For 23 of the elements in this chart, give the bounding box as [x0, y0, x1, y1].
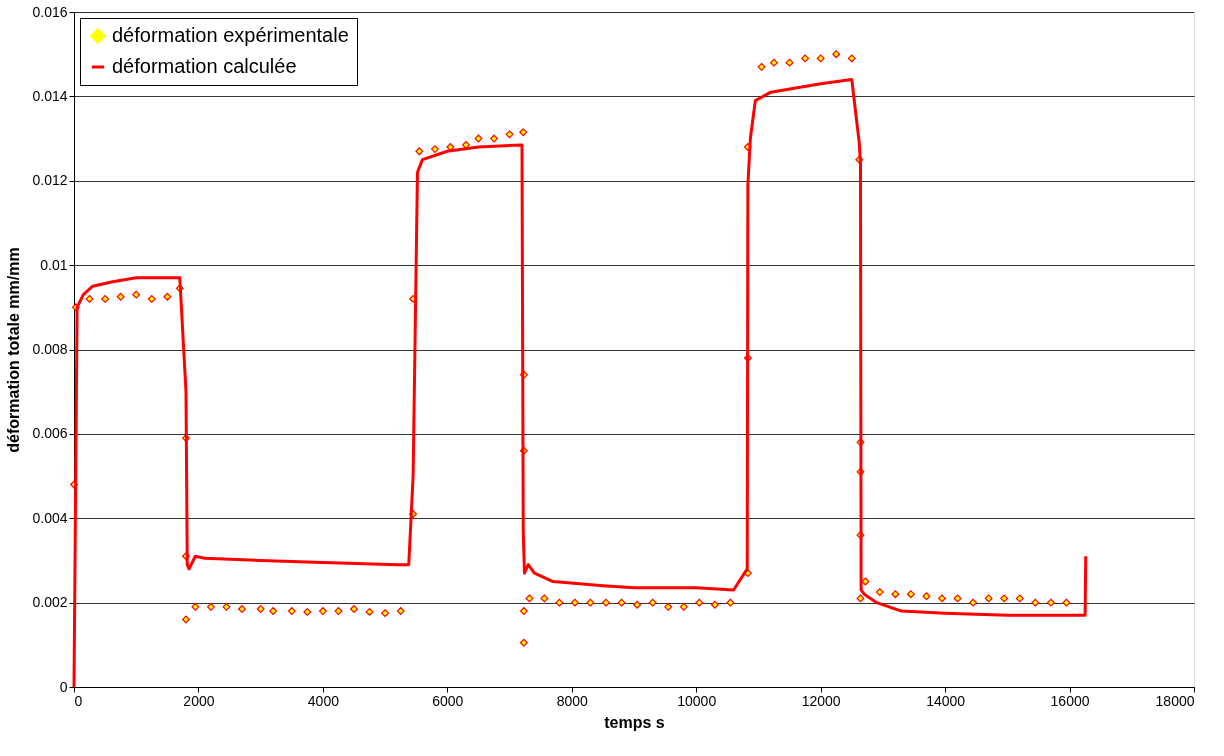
y-tick-label: 0.016 [32, 3, 68, 20]
y-tick-label: 0.006 [32, 425, 68, 442]
y-tick-label: 0.01 [40, 256, 68, 273]
legend-label: déformation expérimentale [112, 24, 349, 46]
y-tick-label: 0.008 [32, 341, 68, 357]
x-tick-label: 14000 [926, 692, 966, 709]
x-tick-label: 2000 [183, 692, 215, 709]
x-tick-label: 6000 [432, 692, 464, 709]
y-tick-label: 0.002 [32, 594, 68, 611]
y-axis-title: déformation totale mm/mm [5, 247, 23, 453]
x-tick-label: 16000 [1050, 692, 1090, 709]
y-tick-label: 0.004 [32, 509, 68, 526]
legend-label: déformation calculée [112, 55, 297, 77]
y-tick-label: 0 [59, 678, 68, 695]
y-tick-label: 0.012 [32, 172, 68, 189]
x-axis-title: temps s [604, 713, 665, 731]
x-tick-label: 8000 [556, 692, 589, 709]
x-tick-label: 0 [74, 692, 83, 709]
x-tick-label: 10000 [677, 692, 717, 709]
x-tick-label: 12000 [801, 692, 841, 709]
x-tick-label: 18000 [1155, 692, 1195, 709]
y-tick-label: 0.014 [32, 87, 68, 104]
x-tick-label: 4000 [307, 692, 340, 709]
